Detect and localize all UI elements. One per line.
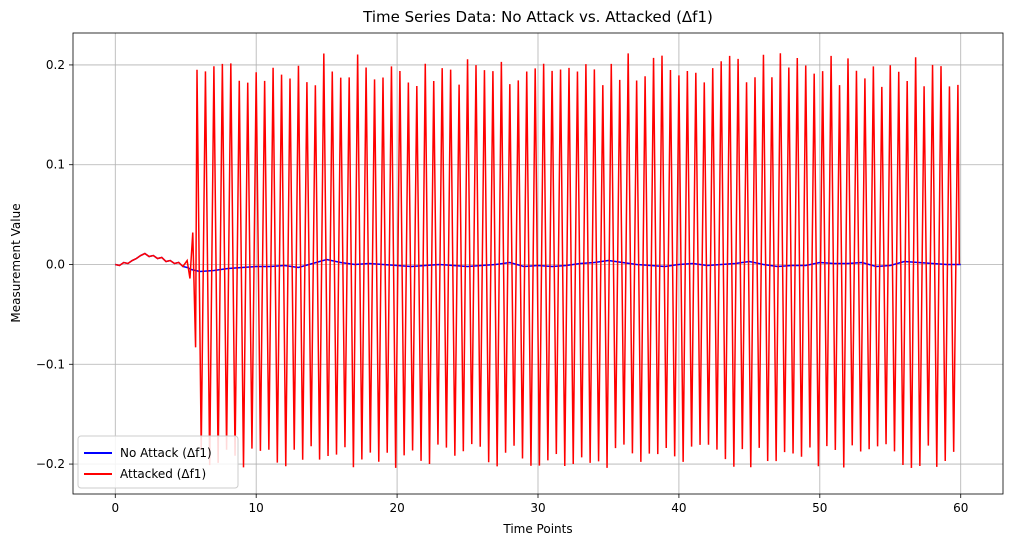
chart-title: Time Series Data: No Attack vs. Attacked… bbox=[362, 8, 713, 26]
y-tick-label: −0.1 bbox=[36, 357, 65, 371]
legend-frame bbox=[77, 435, 239, 489]
x-axis-ticks: 0 10 20 30 40 50 60 bbox=[111, 494, 968, 515]
y-tick-label: −0.2 bbox=[36, 457, 65, 471]
legend: No Attack (Δf1) Attacked (Δf1) bbox=[77, 435, 239, 489]
x-tick-label: 50 bbox=[812, 501, 827, 515]
x-tick-label: 20 bbox=[389, 501, 404, 515]
y-axis-ticks: −0.2 −0.1 0.0 0.1 0.2 bbox=[36, 58, 73, 471]
x-tick-label: 0 bbox=[111, 501, 119, 515]
legend-label-no-attack: No Attack (Δf1) bbox=[120, 446, 212, 460]
legend-label-attacked: Attacked (Δf1) bbox=[120, 467, 206, 481]
x-axis-label: Time Points bbox=[502, 522, 572, 536]
y-tick-label: 0.2 bbox=[46, 58, 65, 72]
x-tick-label: 10 bbox=[249, 501, 264, 515]
series-layer bbox=[115, 53, 961, 468]
series-line-attacked bbox=[115, 53, 961, 468]
x-tick-label: 60 bbox=[953, 501, 968, 515]
y-tick-label: 0.0 bbox=[46, 257, 65, 271]
y-tick-label: 0.1 bbox=[46, 158, 65, 172]
y-axis-label: Measurement Value bbox=[9, 203, 23, 322]
x-tick-label: 40 bbox=[671, 501, 686, 515]
x-tick-label: 30 bbox=[530, 501, 545, 515]
